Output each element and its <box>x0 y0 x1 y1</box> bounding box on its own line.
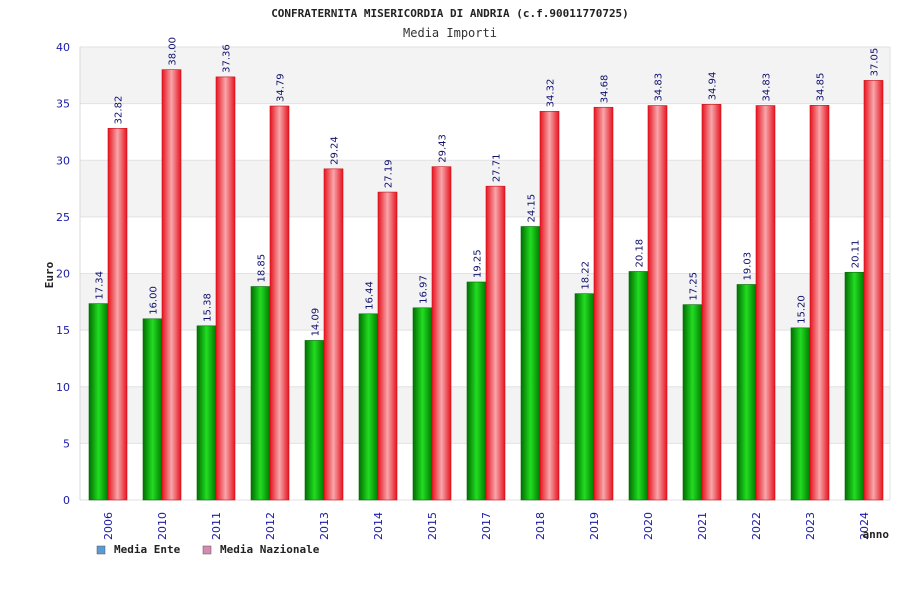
data-label: 20.18 <box>635 239 646 268</box>
grid-band <box>80 160 890 217</box>
data-label: 18.22 <box>581 261 592 290</box>
data-label: 17.25 <box>689 272 700 301</box>
data-label: 27.19 <box>384 159 395 188</box>
x-tick-label: 2022 <box>750 512 763 540</box>
bar-media-ente <box>142 318 163 501</box>
data-label: 27.71 <box>492 154 503 183</box>
data-label: 19.03 <box>743 252 754 281</box>
bar-media-ente <box>520 226 541 501</box>
bar-media-nazionale <box>161 69 182 501</box>
data-label: 34.79 <box>276 73 287 102</box>
bar-media-ente <box>412 307 433 501</box>
x-tick-label: 2017 <box>480 512 493 540</box>
data-label: 15.20 <box>797 295 808 324</box>
bar-media-ente <box>736 284 757 501</box>
y-axis: 0 5 10 15 20 25 30 35 40 <box>56 41 70 507</box>
x-tick-label: 2011 <box>210 512 223 540</box>
bar-media-nazionale <box>269 105 290 501</box>
bar-media-ente <box>250 286 271 501</box>
y-tick-label: 15 <box>56 324 70 337</box>
y-tick-label: 0 <box>63 494 70 507</box>
data-label: 19.25 <box>473 249 484 278</box>
data-label: 20.11 <box>851 240 862 269</box>
y-axis-label: Euro <box>43 261 56 288</box>
data-label: 38.00 <box>168 37 179 66</box>
chart-subtitle: Media Importi <box>403 26 497 40</box>
data-label: 18.85 <box>257 254 268 283</box>
x-tick-label: 2006 <box>102 512 115 540</box>
chart-title: CONFRATERNITA MISERICORDIA DI ANDRIA (c.… <box>271 7 629 20</box>
x-tick-label: 2013 <box>318 512 331 540</box>
bars: 17.34 32.82 16.00 38.00 15.38 37.36 18.85 34.79… <box>88 37 884 501</box>
bar-media-ente <box>790 327 811 501</box>
bar-media-nazionale <box>755 105 776 501</box>
data-label: 34.85 <box>816 73 827 102</box>
bar-media-ente <box>88 303 109 501</box>
x-tick-label: 2024 <box>858 512 871 540</box>
bar-media-nazionale <box>647 105 668 501</box>
x-axis: 2006 2010 2011 2012 2013 2014 2015 2017 2018 2019… <box>102 512 871 540</box>
grid-band <box>80 47 890 104</box>
bar-media-ente <box>304 340 325 501</box>
data-label: 29.43 <box>438 134 449 163</box>
bar-media-nazionale <box>377 191 398 501</box>
bar-media-nazionale <box>485 185 506 501</box>
y-tick-label: 25 <box>56 211 70 224</box>
x-tick-label: 2012 <box>264 512 277 540</box>
data-label: 34.83 <box>762 73 773 102</box>
x-tick-label: 2014 <box>372 512 385 540</box>
data-label: 24.15 <box>527 194 538 223</box>
x-tick-label: 2021 <box>696 512 709 540</box>
bar-media-nazionale <box>215 76 236 501</box>
legend: Media Ente Media Nazionale <box>96 543 320 556</box>
x-tick-label: 2018 <box>534 512 547 540</box>
data-label: 32.82 <box>114 96 125 125</box>
data-label: 37.05 <box>870 48 881 77</box>
data-label: 15.38 <box>203 293 214 322</box>
bar-media-nazionale <box>539 111 560 501</box>
y-tick-label: 10 <box>56 381 70 394</box>
data-label: 16.97 <box>419 275 430 304</box>
bar-media-nazionale <box>323 168 344 501</box>
data-label: 16.00 <box>149 286 160 315</box>
y-tick-label: 5 <box>63 437 70 450</box>
bar-media-nazionale <box>431 166 452 501</box>
x-tick-label: 2010 <box>156 512 169 540</box>
data-label: 34.94 <box>708 72 719 101</box>
bar-media-ente <box>682 304 703 501</box>
bar-media-nazionale <box>593 106 614 501</box>
bar-media-ente <box>844 271 865 501</box>
bar-media-ente <box>628 271 649 501</box>
legend-swatch-media-ente <box>96 545 106 555</box>
bar-media-nazionale <box>863 80 884 501</box>
y-tick-label: 35 <box>56 98 70 111</box>
x-tick-label: 2020 <box>642 512 655 540</box>
data-label: 29.24 <box>330 136 341 165</box>
data-label: 34.32 <box>546 79 557 108</box>
legend-label-media-nazionale: Media Nazionale <box>220 543 320 556</box>
bar-media-ente <box>466 281 487 501</box>
data-label: 34.83 <box>654 73 665 102</box>
bar-media-ente <box>196 325 217 501</box>
x-tick-label: 2019 <box>588 512 601 540</box>
legend-label-media-ente: Media Ente <box>114 543 181 556</box>
bar-media-nazionale <box>809 105 830 501</box>
x-tick-label: 2015 <box>426 512 439 540</box>
x-tick-label: 2023 <box>804 512 817 540</box>
legend-swatch-media-nazionale <box>202 545 212 555</box>
data-label: 14.09 <box>311 308 322 337</box>
bar-media-ente <box>574 293 595 501</box>
bar-media-nazionale <box>107 128 128 501</box>
y-tick-label: 20 <box>56 268 70 281</box>
bar-media-ente <box>358 313 379 501</box>
bar-media-nazionale <box>701 104 722 501</box>
data-label: 16.44 <box>365 281 376 310</box>
data-label: 37.36 <box>222 44 233 73</box>
y-tick-label: 30 <box>56 154 70 167</box>
data-label: 34.68 <box>600 75 611 104</box>
data-label: 17.34 <box>95 271 106 300</box>
x-axis-label: anno <box>863 528 890 541</box>
y-tick-label: 40 <box>56 41 70 54</box>
